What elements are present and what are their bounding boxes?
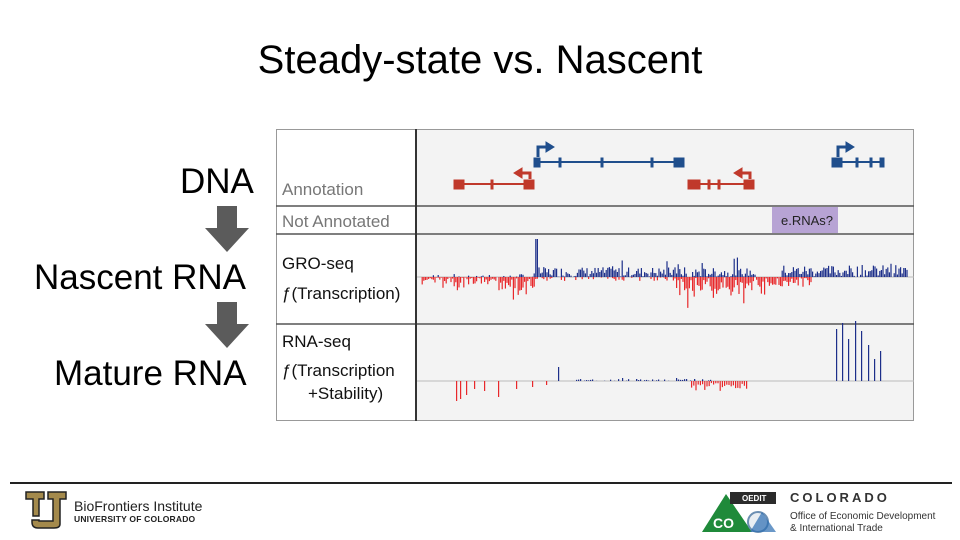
track-label-rna-function: ƒ(Transcription <box>282 361 395 380</box>
rna-seq-minus-signal <box>456 381 748 401</box>
gene-plus-1 <box>533 141 685 168</box>
erna-label: e.RNAs? <box>781 213 833 228</box>
track-label-gro-function: ƒ(Transcription) <box>282 284 400 303</box>
cu-logo-icon <box>25 491 67 529</box>
oedit-name-line2: & International Trade <box>790 523 883 534</box>
rna-seq-plus-signal <box>558 321 882 381</box>
track-label-gro-seq: GRO-seq <box>282 254 354 273</box>
erna-region <box>772 207 838 233</box>
gene-minus-1 <box>453 167 535 190</box>
gene-plus-2 <box>831 141 885 168</box>
oedit-badge-text: OEDIT <box>742 494 767 503</box>
down-arrow-icon <box>205 206 249 252</box>
gro-seq-minus-signal <box>421 277 812 308</box>
gro-seq-plus-signal <box>432 239 908 277</box>
label-dna: DNA <box>180 162 254 201</box>
track-label-rna-seq: RNA-seq <box>282 332 351 351</box>
colorado-wordmark: COLORADO <box>790 490 890 505</box>
label-mature-rna: Mature RNA <box>54 354 247 393</box>
slide-title: Steady-state vs. Nascent <box>257 38 703 82</box>
down-arrow-icon <box>205 302 249 348</box>
university-name: UNIVERSITY OF COLORADO <box>74 514 196 524</box>
oedit-logo-icon: OEDIT CO <box>702 492 776 533</box>
genome-browser-figure: Annotation Not Annotated GRO-seq ƒ(Trans… <box>276 129 914 421</box>
oedit-name-line1: Office of Economic Development <box>790 511 936 522</box>
track-label-annotation: Annotation <box>282 180 363 199</box>
track-label-not-annotated: Not Annotated <box>282 212 390 231</box>
oedit-co-letters: CO <box>713 515 734 531</box>
bio-frontiers-name: BioFrontiers Institute <box>74 498 203 514</box>
gene-minus-2 <box>687 167 755 190</box>
label-nascent-rna: Nascent RNA <box>34 258 247 297</box>
footer-divider <box>10 482 952 484</box>
track-label-rna-function-2: +Stability) <box>308 384 383 403</box>
